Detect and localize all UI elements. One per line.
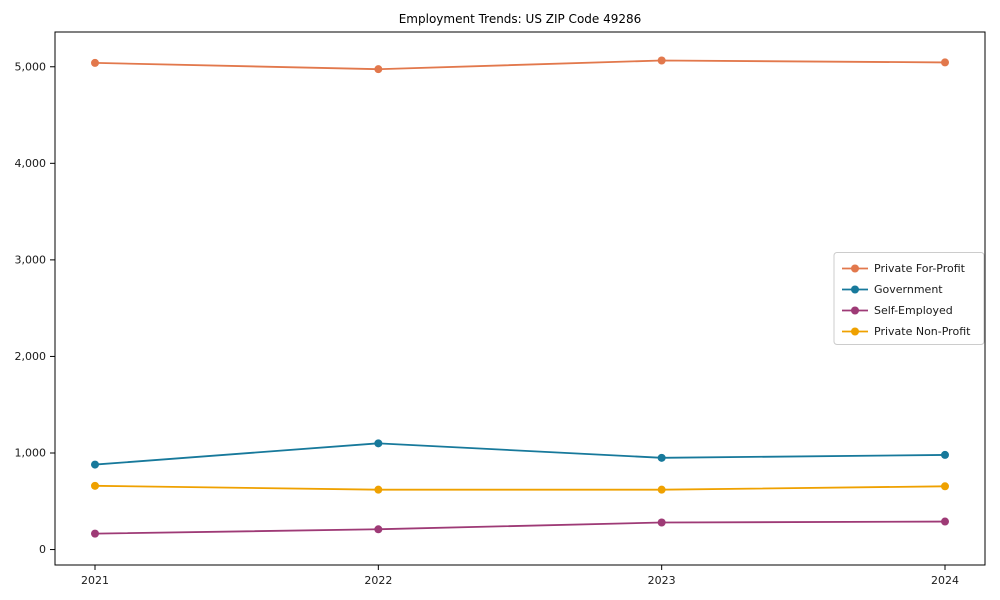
series-line-private-for-profit bbox=[94, 59, 946, 71]
data-point-marker bbox=[91, 58, 99, 67]
legend-entry: Private Non-Profit bbox=[842, 325, 971, 338]
data-point-marker bbox=[941, 58, 949, 67]
x-tick-label: 2021 bbox=[81, 574, 109, 587]
series-private-for-profit bbox=[91, 56, 949, 74]
x-tick-label: 2023 bbox=[648, 574, 676, 587]
chart-title: Employment Trends: US ZIP Code 49286 bbox=[398, 12, 642, 26]
data-point-marker bbox=[657, 56, 666, 65]
y-tick-label: 1,000 bbox=[15, 446, 47, 459]
plot-frame bbox=[54, 31, 986, 566]
legend-marker-icon bbox=[851, 327, 859, 336]
legend-entry: Private For-Profit bbox=[842, 262, 966, 275]
legend-marker-icon bbox=[851, 285, 859, 294]
legend-label: Private Non-Profit bbox=[874, 325, 971, 338]
data-point-marker bbox=[374, 65, 383, 74]
series-self-employed bbox=[91, 517, 949, 538]
data-point-marker bbox=[657, 453, 666, 462]
x-tick-label: 2022 bbox=[364, 574, 392, 587]
data-point-marker bbox=[374, 439, 383, 448]
series-line-private-non-profit bbox=[94, 484, 946, 491]
data-point-marker bbox=[91, 529, 99, 538]
data-point-marker bbox=[91, 481, 99, 490]
data-point-marker bbox=[941, 450, 949, 459]
data-point-marker bbox=[657, 518, 666, 527]
y-tick-label: 4,000 bbox=[15, 157, 47, 170]
series-line-self-employed bbox=[94, 520, 946, 535]
series-government bbox=[91, 439, 949, 469]
legend-marker-icon bbox=[851, 306, 859, 315]
legend: Private For-Profit Government Self-Employe… bbox=[833, 252, 985, 345]
legend-label: Private For-Profit bbox=[874, 262, 966, 275]
data-point-marker bbox=[374, 485, 383, 494]
series-private-non-profit bbox=[91, 481, 949, 494]
data-point-marker bbox=[374, 525, 383, 534]
data-point-marker bbox=[91, 460, 99, 469]
data-point-marker bbox=[941, 517, 949, 526]
legend-label: Government bbox=[874, 283, 943, 296]
legend-label: Self-Employed bbox=[874, 304, 953, 317]
y-tick-label: 5,000 bbox=[15, 60, 47, 73]
legend-entry: Self-Employed bbox=[842, 304, 953, 317]
legend-marker-icon bbox=[851, 264, 859, 273]
y-axis: 0 1,000 2,000 3,000 4,000 5,000 bbox=[15, 60, 55, 556]
series-line-government bbox=[94, 442, 946, 466]
x-tick-label: 2024 bbox=[931, 574, 959, 587]
legend-entry: Government bbox=[842, 283, 943, 296]
data-point-marker bbox=[941, 482, 949, 491]
y-tick-label: 2,000 bbox=[15, 350, 47, 363]
y-tick-label: 3,000 bbox=[15, 253, 47, 266]
x-axis: 2021 2022 2023 2024 bbox=[81, 565, 959, 587]
data-point-marker bbox=[657, 485, 666, 494]
legend-box bbox=[833, 252, 985, 345]
y-tick-label: 0 bbox=[39, 543, 46, 556]
